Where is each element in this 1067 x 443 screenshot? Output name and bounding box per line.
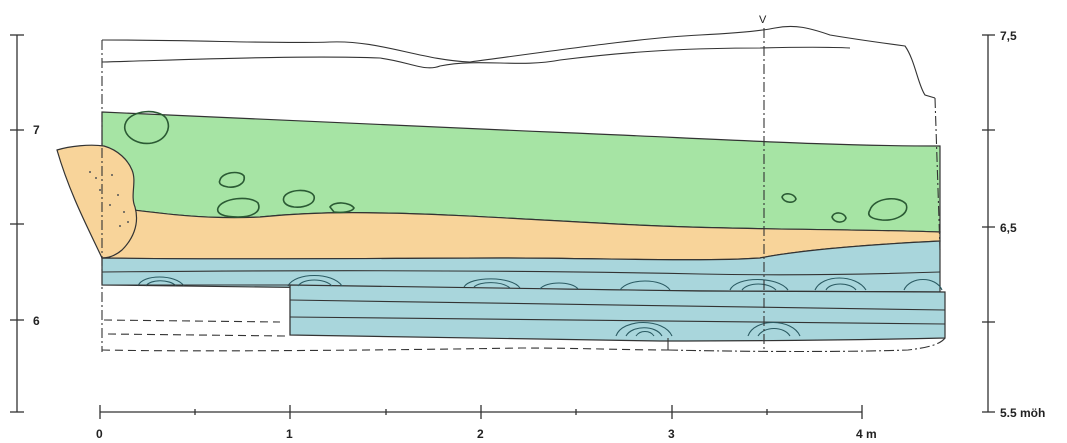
right-scale-label-7-5: 7,5 xyxy=(1000,29,1017,43)
stones xyxy=(123,110,908,223)
bottom-scale: 0 1 2 3 4 m xyxy=(96,405,877,441)
sand-lump-dots xyxy=(89,171,129,227)
left-scale: 7 6 xyxy=(10,34,40,413)
bottom-scale-label-1: 1 xyxy=(286,427,293,441)
bottom-scale-label-3: 3 xyxy=(668,427,675,441)
bottom-scale-label-2: 2 xyxy=(477,427,484,441)
blue-layer-internal-lines xyxy=(101,270,946,325)
bedding-arcs xyxy=(137,275,943,337)
bottom-scale-label-0: 0 xyxy=(96,427,103,441)
green-layer xyxy=(101,111,941,233)
right-scale-label-5-5: 5.5 möh xyxy=(1000,406,1045,420)
bottom-scale-label-4m: 4 m xyxy=(856,427,877,441)
right-scale: 7,5 6,5 5.5 möh xyxy=(982,29,1045,420)
top-surface-layer xyxy=(101,25,936,99)
section-marker: V xyxy=(759,14,767,352)
section-marker-label: V xyxy=(759,14,767,26)
left-scale-label-6: 6 xyxy=(33,314,40,328)
sand-lump xyxy=(56,144,138,259)
profile-frame xyxy=(101,40,946,353)
left-scale-label-7: 7 xyxy=(33,123,40,137)
right-scale-label-6-5: 6,5 xyxy=(1000,221,1017,235)
